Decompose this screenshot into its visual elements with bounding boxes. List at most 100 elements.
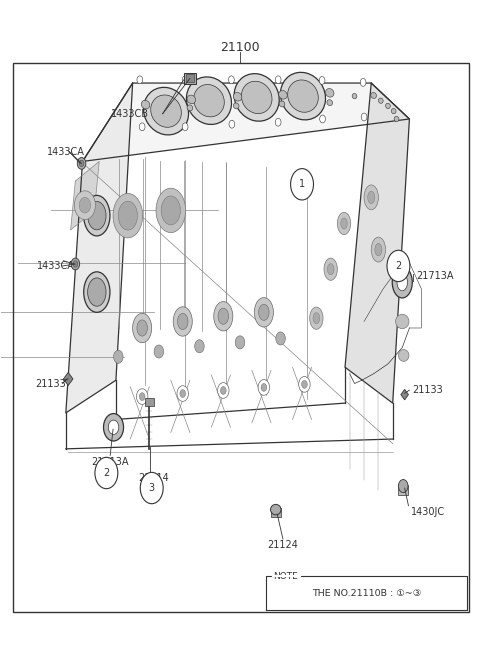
Ellipse shape [392,266,412,298]
Ellipse shape [271,504,281,515]
Ellipse shape [187,105,193,111]
Text: THE NO.21110B : ①~③: THE NO.21110B : ①~③ [312,588,421,598]
Ellipse shape [364,185,378,210]
Circle shape [229,120,235,128]
Circle shape [180,390,186,398]
Text: 1: 1 [299,179,305,190]
Ellipse shape [88,278,106,306]
Circle shape [220,386,226,394]
Ellipse shape [327,100,333,106]
Text: 21133: 21133 [36,379,67,388]
Ellipse shape [288,80,318,112]
Text: 21124: 21124 [267,540,299,550]
Polygon shape [71,161,99,230]
Ellipse shape [398,350,409,361]
Circle shape [276,332,285,345]
Text: NOTE: NOTE [273,572,298,581]
Bar [186,74,194,82]
Ellipse shape [279,91,287,99]
Text: 2: 2 [396,261,402,271]
Ellipse shape [234,73,279,121]
Ellipse shape [218,308,228,324]
Ellipse shape [113,194,143,238]
Bar [398,485,408,495]
Bar [144,398,154,406]
Ellipse shape [156,188,186,233]
Circle shape [182,123,188,131]
Circle shape [77,157,86,169]
Circle shape [290,169,313,200]
Circle shape [398,480,408,493]
Ellipse shape [397,274,408,291]
Ellipse shape [193,85,224,117]
Ellipse shape [144,87,189,135]
Ellipse shape [394,116,399,121]
Ellipse shape [108,420,119,434]
Ellipse shape [241,81,272,113]
Circle shape [177,386,189,401]
Circle shape [136,389,148,405]
Circle shape [195,340,204,353]
Ellipse shape [385,103,390,108]
Ellipse shape [186,77,231,125]
Circle shape [360,79,366,87]
Ellipse shape [104,413,123,441]
Bar [184,73,196,85]
Ellipse shape [368,191,375,203]
Text: 2: 2 [103,468,109,478]
Circle shape [73,260,78,267]
Circle shape [139,393,145,401]
Circle shape [319,77,325,85]
Text: 21114: 21114 [139,473,169,483]
Circle shape [299,377,310,392]
Circle shape [154,345,164,358]
Circle shape [276,76,281,84]
Ellipse shape [254,298,274,327]
Circle shape [182,76,188,84]
Ellipse shape [259,304,269,320]
Ellipse shape [161,196,180,225]
Circle shape [258,380,270,396]
Ellipse shape [327,264,334,275]
Circle shape [320,115,325,123]
Ellipse shape [233,103,239,109]
Polygon shape [345,83,409,403]
Ellipse shape [378,98,383,103]
Text: 1433CA: 1433CA [47,147,84,157]
Ellipse shape [151,95,181,127]
Ellipse shape [132,314,152,342]
Circle shape [71,258,80,270]
Polygon shape [83,83,409,161]
Ellipse shape [141,100,150,109]
Polygon shape [63,373,73,386]
Ellipse shape [233,92,242,101]
Circle shape [387,251,410,281]
Text: 3: 3 [149,483,155,493]
Circle shape [95,457,118,489]
Ellipse shape [178,314,188,329]
Ellipse shape [313,313,320,324]
Bar [13,64,469,612]
Ellipse shape [352,93,357,99]
Polygon shape [66,83,132,413]
Text: 21100: 21100 [220,41,260,54]
Circle shape [217,382,229,398]
Ellipse shape [88,201,106,230]
Text: 21713A: 21713A [92,457,129,467]
Text: 1430JC: 1430JC [411,507,445,517]
Text: 1433CB: 1433CB [111,109,149,119]
Text: 21713A: 21713A [417,271,454,281]
Bar [271,508,281,518]
Polygon shape [401,390,408,400]
Circle shape [276,118,281,126]
Ellipse shape [371,92,376,98]
Ellipse shape [375,243,382,256]
Ellipse shape [396,314,409,329]
Ellipse shape [118,201,137,230]
Circle shape [114,350,123,363]
Ellipse shape [84,272,110,312]
Circle shape [139,123,145,131]
Ellipse shape [84,195,110,236]
Ellipse shape [187,95,195,104]
Text: 21133: 21133 [412,385,443,395]
